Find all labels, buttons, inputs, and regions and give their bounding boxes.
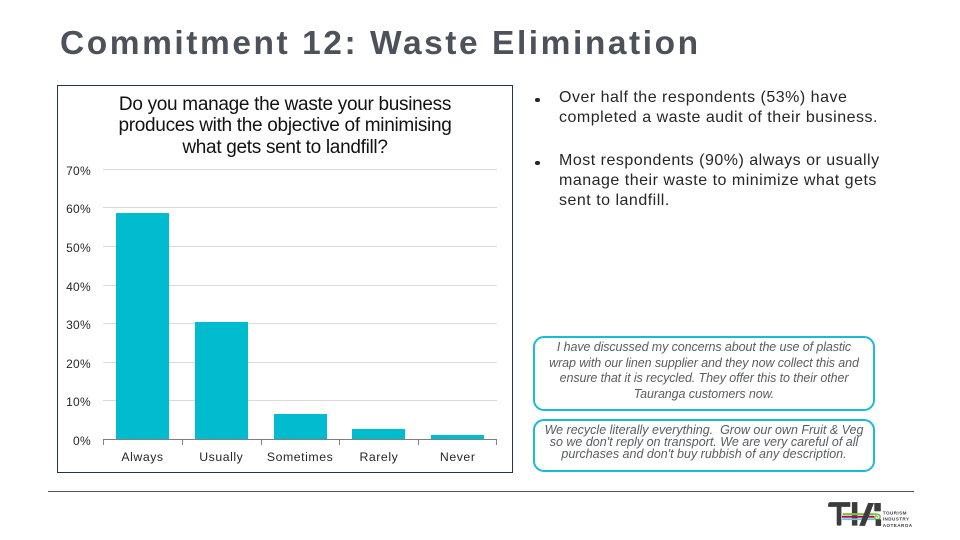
svg-text:TOURISM: TOURISM — [883, 510, 907, 515]
svg-text:INDUSTRY: INDUSTRY — [883, 517, 910, 522]
svg-text:AOTEAROA: AOTEAROA — [883, 523, 913, 528]
